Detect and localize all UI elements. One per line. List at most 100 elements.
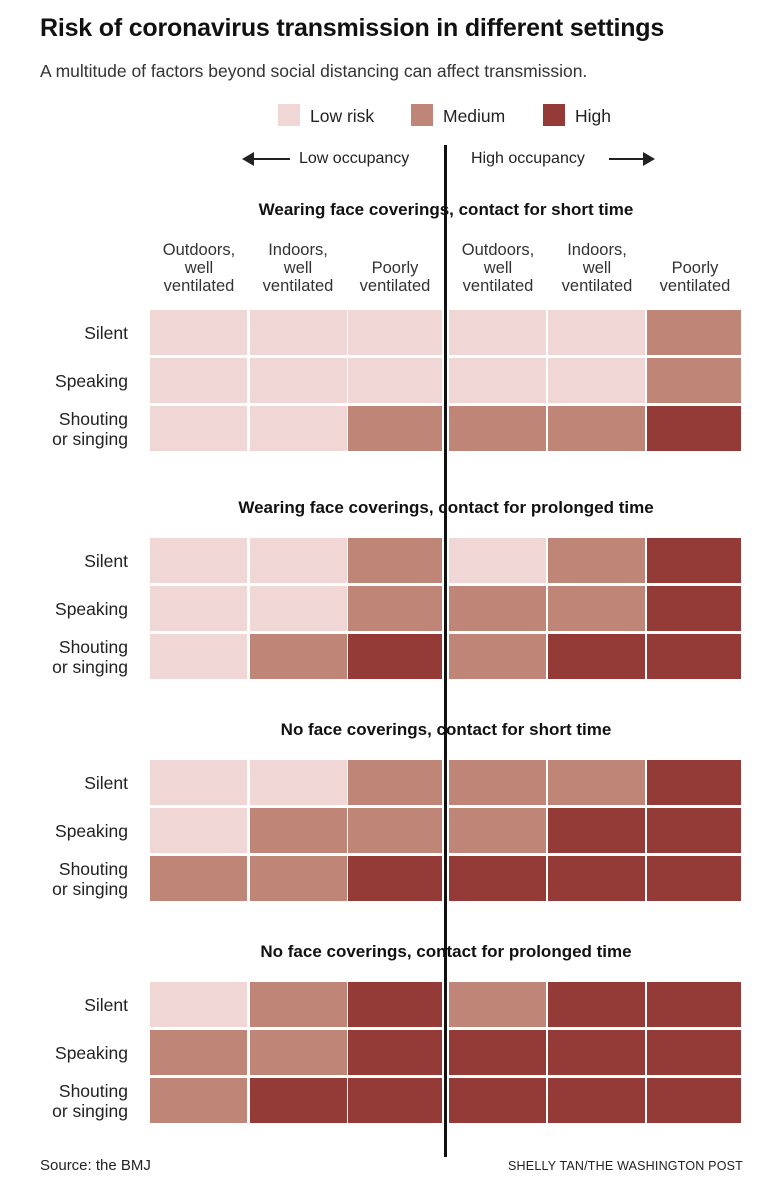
heatmap-cell bbox=[150, 310, 247, 355]
heatmap-cell bbox=[348, 1078, 442, 1123]
row-label: Silent bbox=[0, 995, 128, 1015]
row-label-line: Silent bbox=[84, 322, 128, 343]
chart-title: Risk of coronavirus transmission in diff… bbox=[40, 14, 665, 42]
row-label: Shouting or singing bbox=[0, 409, 128, 449]
heatmap-cell bbox=[250, 1030, 347, 1075]
row-label-line: Speaking bbox=[55, 820, 128, 841]
column-header-line: well bbox=[283, 259, 313, 277]
heatmap-cell bbox=[647, 1078, 741, 1123]
column-header-line: ventilated bbox=[163, 277, 235, 295]
heatmap-cell bbox=[449, 808, 546, 853]
arrow-left-shaft bbox=[252, 158, 290, 160]
heatmap-cell bbox=[150, 406, 247, 451]
heatmap-cell bbox=[150, 808, 247, 853]
heatmap-cell bbox=[348, 856, 442, 901]
heatmap-cell bbox=[548, 634, 645, 679]
column-header-line: ventilated bbox=[462, 277, 534, 295]
low-occupancy-label: Low occupancy bbox=[299, 150, 410, 167]
chart-subtitle: A multitude of factors beyond social dis… bbox=[40, 61, 588, 81]
heatmap-cell bbox=[348, 760, 442, 805]
heatmap-cell bbox=[250, 358, 347, 403]
heatmap-cell bbox=[250, 808, 347, 853]
heatmap-cell bbox=[449, 406, 546, 451]
heatmap-cell bbox=[548, 310, 645, 355]
column-header-line: well bbox=[483, 259, 513, 277]
column-header-line: Indoors, bbox=[268, 241, 328, 259]
arrow-left-icon bbox=[242, 152, 254, 166]
heatmap-cell bbox=[548, 586, 645, 631]
row-label: Speaking bbox=[0, 821, 128, 841]
heatmap-cell bbox=[449, 538, 546, 583]
row-label: Silent bbox=[0, 323, 128, 343]
arrow-right-icon bbox=[643, 152, 655, 166]
heatmap-cell bbox=[449, 856, 546, 901]
column-header-line: Outdoors, bbox=[162, 241, 236, 259]
heatmap-cell bbox=[348, 310, 442, 355]
column-header-line: Poorly bbox=[371, 259, 419, 277]
row-label-line: Shouting bbox=[58, 636, 128, 657]
heatmap-cell bbox=[647, 310, 741, 355]
legend-swatch-high bbox=[543, 104, 565, 126]
row-label-line: Silent bbox=[84, 772, 128, 793]
row-label-line: or singing bbox=[52, 878, 128, 899]
column-header-line: well bbox=[582, 259, 612, 277]
column-header-line: Indoors, bbox=[567, 241, 627, 259]
heatmap-cell bbox=[150, 1078, 247, 1123]
legend-label-medium: Medium bbox=[443, 106, 506, 126]
heatmap-cell bbox=[647, 406, 741, 451]
heatmap-cell bbox=[449, 634, 546, 679]
row-label-line: Shouting bbox=[58, 1080, 128, 1101]
heatmap-cell bbox=[449, 1030, 546, 1075]
row-label-line: Shouting bbox=[58, 408, 128, 429]
heatmap-cell bbox=[250, 856, 347, 901]
heatmap-cell bbox=[449, 982, 546, 1027]
heatmap-cell bbox=[348, 808, 442, 853]
heatmap-cell bbox=[647, 760, 741, 805]
heatmap-cell bbox=[548, 1030, 645, 1075]
row-label: Shouting or singing bbox=[0, 859, 128, 899]
heatmap-cell bbox=[449, 586, 546, 631]
heatmap-cell bbox=[150, 1030, 247, 1075]
heatmap-cell bbox=[250, 760, 347, 805]
heatmap-cell bbox=[250, 1078, 347, 1123]
column-header-line: Poorly bbox=[671, 259, 719, 277]
legend-label-high: High bbox=[575, 106, 611, 126]
high-occupancy-label: High occupancy bbox=[471, 150, 585, 167]
heatmap-cell bbox=[250, 982, 347, 1027]
heatmap-cell bbox=[250, 406, 347, 451]
heatmap-cell bbox=[250, 310, 347, 355]
source-note: Source: the BMJ bbox=[40, 1157, 151, 1174]
heatmap-cell bbox=[449, 1078, 546, 1123]
heatmap-cell bbox=[647, 586, 741, 631]
heatmap-cell bbox=[548, 1078, 645, 1123]
row-label: Speaking bbox=[0, 371, 128, 391]
heatmap-cell bbox=[150, 634, 247, 679]
heatmap-cell bbox=[647, 1030, 741, 1075]
legend-label-low: Low risk bbox=[310, 106, 375, 126]
heatmap-cell bbox=[348, 538, 442, 583]
credit-line: SHELLY TAN/THE WASHINGTON POST bbox=[508, 1159, 743, 1173]
heatmap-cell bbox=[449, 358, 546, 403]
heatmap-cell bbox=[348, 1030, 442, 1075]
heatmap-cell bbox=[647, 358, 741, 403]
heatmap-cell bbox=[449, 760, 546, 805]
row-label: Speaking bbox=[0, 599, 128, 619]
column-header: Poorly ventilated bbox=[345, 241, 445, 295]
heatmap-cell bbox=[647, 634, 741, 679]
column-header: Outdoors, well ventilated bbox=[149, 241, 249, 295]
heatmap-cell bbox=[548, 760, 645, 805]
row-label-line: Silent bbox=[84, 550, 128, 571]
column-header: Outdoors, well ventilated bbox=[448, 241, 548, 295]
row-label-line: or singing bbox=[52, 428, 128, 449]
column-header-line: Outdoors, bbox=[461, 241, 535, 259]
row-label-line: Silent bbox=[84, 994, 128, 1015]
row-label-line: Shouting bbox=[58, 858, 128, 879]
heatmap-cell bbox=[647, 808, 741, 853]
heatmap-cell bbox=[647, 538, 741, 583]
column-header: Indoors, well ventilated bbox=[547, 241, 647, 295]
heatmap-cell bbox=[647, 982, 741, 1027]
heatmap-cell bbox=[348, 634, 442, 679]
row-label-line: or singing bbox=[52, 1100, 128, 1121]
row-label-line: Speaking bbox=[55, 1042, 128, 1063]
heatmap-cell bbox=[150, 538, 247, 583]
